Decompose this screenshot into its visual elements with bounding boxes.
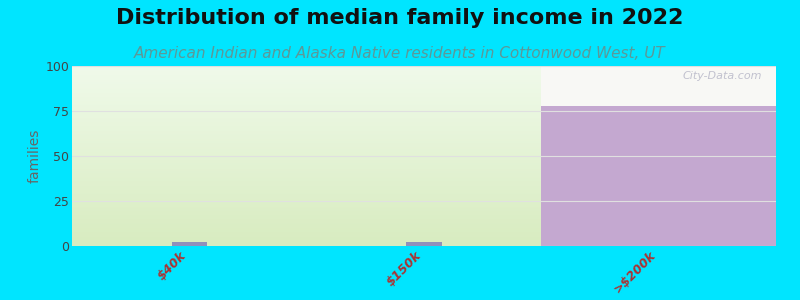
Y-axis label: families: families <box>27 129 41 183</box>
Text: City-Data.com: City-Data.com <box>682 71 762 81</box>
Bar <box>542 106 776 246</box>
Bar <box>542 66 776 246</box>
Bar <box>172 242 207 246</box>
Text: Distribution of median family income in 2022: Distribution of median family income in … <box>116 8 684 28</box>
Bar <box>406 242 442 246</box>
Text: American Indian and Alaska Native residents in Cottonwood West, UT: American Indian and Alaska Native reside… <box>134 46 666 62</box>
